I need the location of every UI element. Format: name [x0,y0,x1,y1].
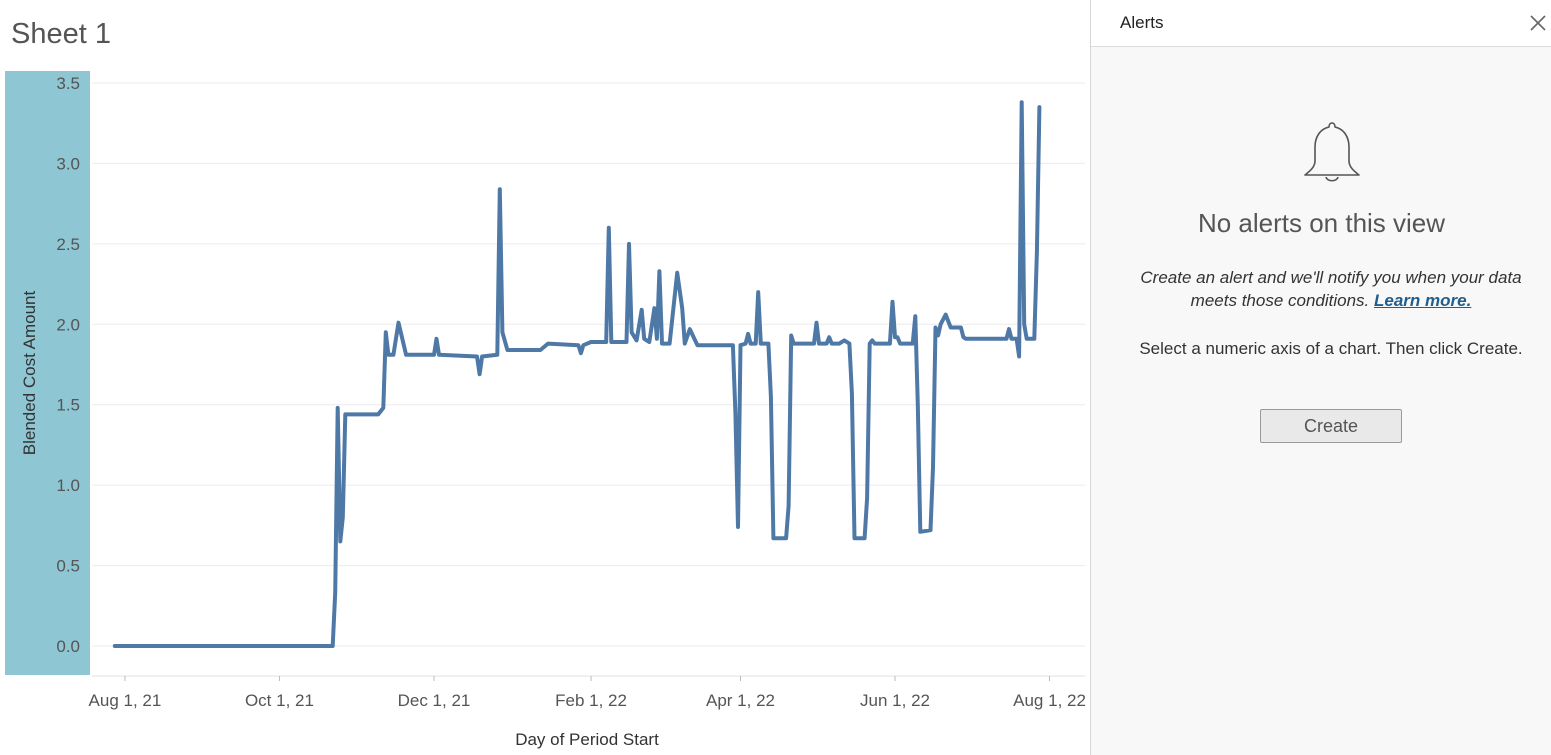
create-button[interactable]: Create [1260,409,1402,443]
x-tick-label: Oct 1, 21 [245,691,314,710]
bell-icon [1297,120,1367,191]
x-tick-label: Apr 1, 22 [706,691,775,710]
alert-instruction: Select a numeric axis of a chart. Then c… [1139,339,1523,358]
y-tick-label: 1.0 [56,476,80,495]
close-icon[interactable] [1526,11,1550,35]
line-chart[interactable]: 0.0 0.5 1.0 1.5 2.0 2.5 3.0 3.5 Aug 1, 21 Oct 1,… [0,0,1090,755]
x-tick-label: Aug 1, 22 [1013,691,1086,710]
no-alerts-heading: No alerts on this view [1197,208,1446,238]
alert-description: Create an alert and we'll notify you whe… [1131,266,1531,312]
x-tick-label: Jun 1, 22 [860,691,930,710]
alerts-panel-header: Alerts [1091,0,1551,47]
x-tick-label: Aug 1, 21 [89,691,162,710]
series-line[interactable] [112,100,1042,648]
y-tick-label: 2.5 [56,235,80,254]
alerts-panel: Alerts No alerts on this view Create an … [1090,0,1551,755]
y-tick-label: 1.5 [56,396,80,415]
x-axis-title: Day of Period Start [515,730,659,749]
y-tick-label: 3.5 [56,74,80,93]
alerts-panel-title: Alerts [1120,13,1164,32]
learn-more-link[interactable]: Learn more. [1374,291,1472,310]
x-tick-label: Dec 1, 21 [398,691,471,710]
x-tick-label: Feb 1, 22 [555,691,627,710]
y-tick-label: 3.0 [56,154,80,173]
y-tick-label: 2.0 [56,315,80,334]
y-axis-highlight[interactable] [5,71,90,675]
y-tick-label: 0.0 [56,637,80,656]
y-tick-label: 0.5 [56,557,80,576]
alert-description-text: Create an alert and we'll notify you whe… [1140,268,1522,310]
sheet-title: Sheet 1 [11,18,111,50]
